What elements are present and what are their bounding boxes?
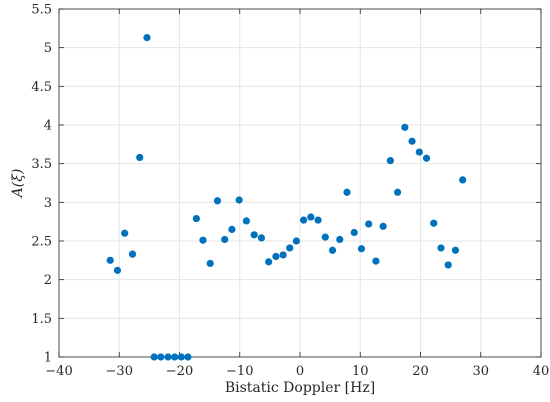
data-point	[164, 353, 172, 361]
data-point	[386, 156, 394, 165]
data-point	[157, 353, 165, 361]
data-point	[242, 217, 250, 225]
y-tick-label: 1.5	[31, 312, 52, 327]
data-point	[213, 197, 222, 205]
data-point	[394, 188, 402, 196]
x-tick-label: −30	[106, 364, 133, 379]
y-tick-label: 2	[44, 273, 52, 288]
y-tick-labels: 1 1.5 2 2.5 3 3.5 4 4.5 5 5.5	[31, 3, 52, 366]
x-tick-label: 20	[412, 364, 429, 379]
data-point	[136, 153, 144, 162]
data-point	[437, 244, 445, 252]
data-points	[106, 34, 467, 361]
data-point	[199, 236, 207, 244]
y-tick-label: 3	[44, 196, 52, 211]
x-tick-label: 40	[533, 364, 550, 379]
x-tick-labels: −40 −30 −20 −10 0 10 20 30 40	[45, 364, 549, 379]
data-point	[292, 237, 300, 245]
data-point	[206, 259, 214, 268]
data-point	[257, 234, 266, 242]
data-point	[150, 353, 158, 361]
data-point	[265, 258, 273, 266]
x-tick-label: −20	[166, 364, 193, 379]
data-point	[113, 266, 122, 274]
data-point	[314, 216, 322, 224]
data-point	[121, 229, 129, 237]
data-point	[177, 353, 185, 361]
x-axis-label: Bistatic Doppler [Hz]	[225, 380, 375, 396]
y-tick-label: 1	[44, 351, 52, 366]
x-tick-label: 30	[472, 364, 489, 379]
data-point	[451, 246, 460, 254]
data-point	[192, 214, 200, 223]
data-point	[279, 251, 287, 259]
data-point	[408, 137, 416, 145]
data-point	[336, 235, 344, 244]
data-point	[307, 213, 315, 221]
x-tick-label: −10	[226, 364, 253, 379]
data-point	[422, 154, 431, 162]
data-point	[128, 250, 137, 258]
y-tick-label: 3.5	[31, 157, 52, 172]
data-point	[357, 245, 366, 253]
x-tick-label: −40	[45, 364, 72, 379]
y-axis-label: A(ξ)	[10, 169, 26, 200]
data-point	[171, 353, 179, 361]
y-tick-label: 4.5	[31, 80, 52, 95]
data-point	[221, 235, 229, 244]
y-tick-label: 4	[44, 119, 52, 134]
data-point	[459, 176, 467, 184]
y-tick-label: 5.5	[31, 3, 52, 18]
data-point	[143, 34, 151, 42]
data-point	[415, 148, 423, 156]
data-point	[350, 228, 358, 237]
data-point	[430, 219, 438, 227]
data-point	[401, 123, 409, 131]
data-point	[444, 261, 452, 269]
data-point	[250, 231, 258, 239]
data-point	[286, 244, 294, 252]
x-tick-label: 10	[352, 364, 369, 379]
data-point	[343, 188, 351, 196]
y-tick-label: 5	[44, 41, 52, 56]
data-point	[272, 252, 280, 261]
data-point	[379, 222, 387, 230]
data-point	[328, 246, 337, 254]
data-point	[184, 353, 192, 361]
data-point	[365, 220, 373, 228]
grid	[58, 8, 542, 358]
data-point	[235, 196, 243, 204]
data-point	[228, 225, 236, 233]
data-point	[106, 256, 114, 264]
data-point	[372, 257, 380, 265]
y-tick-label: 2.5	[31, 235, 52, 250]
data-point	[300, 216, 308, 224]
data-point	[321, 233, 329, 241]
x-tick-label: 0	[296, 364, 304, 379]
